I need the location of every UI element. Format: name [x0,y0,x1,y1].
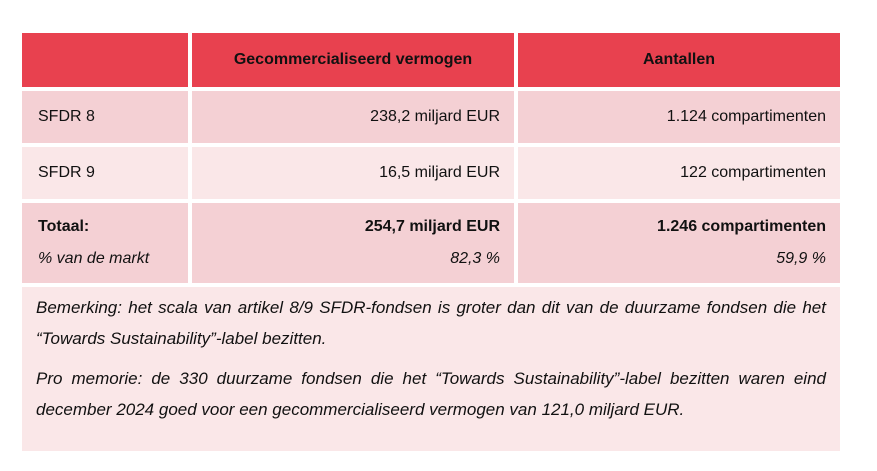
header-label-vermogen: Gecommercialiseerd vermogen [233,51,473,68]
header-cell-empty [22,33,188,87]
row-sfdr8-vermogen: 238,2 miljard EUR [192,91,514,143]
note-bemerking: Bemerking: het scala van artikel 8/9 SFD… [36,298,826,348]
cell-value: 1.124 compartimenten [666,108,826,125]
notes-section: Bemerking: het scala van artikel 8/9 SFD… [22,287,840,451]
cell-value: 238,2 miljard EUR [370,108,500,125]
cell-value: 16,5 miljard EUR [379,164,500,181]
row-sfdr9-aantal: 122 compartimenten [518,147,840,199]
header-cell-vermogen: Gecommercialiseerd vermogen [192,33,514,87]
total-value: 1.246 compartimenten [657,218,826,235]
total-label: Totaal: [38,218,90,235]
total-value: 254,7 miljard EUR [364,218,500,235]
row-label: SFDR 9 [38,164,95,181]
row-total-label: Totaal: % van de markt [22,203,188,283]
row-sfdr9-label: SFDR 9 [22,147,188,199]
row-label: SFDR 8 [38,108,95,125]
row-total-aantal: 1.246 compartimenten 59,9 % [518,203,840,283]
total-percent: 82,3 % [450,250,500,267]
row-total-vermogen: 254,7 miljard EUR 82,3 % [192,203,514,283]
cell-value: 122 compartimenten [680,164,826,181]
row-sfdr8-aantal: 1.124 compartimenten [518,91,840,143]
note-pro-memorie: Pro memorie: de 330 duurzame fondsen die… [36,369,826,419]
row-sfdr8-label: SFDR 8 [22,91,188,143]
header-label-aantallen: Aantallen [642,51,715,68]
total-percent: 59,9 % [776,250,826,267]
header-cell-aantallen: Aantallen [518,33,840,87]
row-sfdr9-vermogen: 16,5 miljard EUR [192,147,514,199]
sfdr-funds-table: Gecommercialiseerd vermogen Aantallen SF… [22,33,840,451]
total-sublabel: % van de markt [38,250,150,267]
